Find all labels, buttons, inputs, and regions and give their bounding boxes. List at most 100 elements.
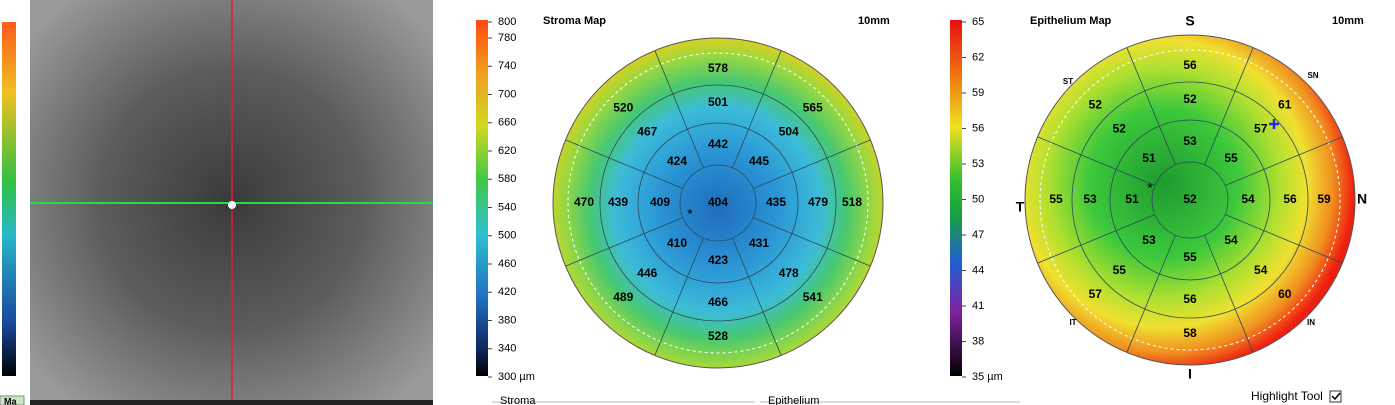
orientation-label: SN [1307, 71, 1318, 80]
orientation-label: IN [1307, 318, 1315, 327]
zone-value: 467 [637, 124, 657, 138]
zone-value: 56 [1283, 192, 1297, 206]
zone-value: 435 [766, 195, 786, 209]
zone-value: 60 [1278, 287, 1292, 301]
zone-value: 52 [1089, 97, 1103, 111]
zone-ring [679, 164, 757, 242]
scale-label: 300 µm [498, 371, 535, 383]
zone-value: 466 [708, 295, 728, 309]
zone-value: 528 [708, 329, 728, 343]
zone-spoke [654, 237, 704, 356]
check-mark [1331, 392, 1341, 401]
zone-value: 442 [708, 137, 728, 151]
zone-spoke [732, 50, 782, 169]
zone-value: 520 [613, 100, 633, 114]
zone-value: 51 [1125, 192, 1139, 206]
zone-spoke [1224, 214, 1343, 264]
zone-value: 55 [1113, 263, 1127, 277]
orientation-label: S [1185, 13, 1194, 29]
zone-value: 423 [708, 253, 728, 267]
scale-label: 56 [972, 122, 984, 134]
zone-spoke [1037, 136, 1156, 186]
zone-value: 578 [708, 61, 728, 75]
scale-label: 540 [498, 201, 516, 213]
zone-value: 479 [808, 195, 828, 209]
scale-label: 740 [498, 60, 516, 72]
zone-value: 478 [779, 266, 799, 280]
orientation-label: I [1188, 366, 1192, 382]
zone-value: 55 [1183, 250, 1197, 264]
zone-spoke [752, 139, 871, 189]
zone-spoke [1126, 47, 1176, 166]
stroma-diameter: 10mm [858, 15, 890, 27]
highlight-tool-checkbox[interactable] [1329, 390, 1342, 403]
scale-label: 380 [498, 314, 516, 326]
zone-value: 404 [708, 195, 728, 209]
zone-value: 53 [1183, 134, 1197, 148]
epithelium-color-bar [950, 20, 962, 376]
scale-label: 41 [972, 300, 984, 312]
zone-ring [1071, 81, 1309, 319]
highlight-tool-label: Highlight Tool [1251, 389, 1323, 403]
zone-value: 56 [1183, 58, 1197, 72]
group-label: Epithelium [768, 395, 819, 405]
scale-label: 35 µm [972, 371, 1003, 383]
zone-spoke [1224, 136, 1343, 186]
zone-ring [1109, 119, 1271, 281]
zone-value: 565 [803, 100, 823, 114]
zone-spoke [654, 50, 704, 169]
map-disc [552, 37, 884, 369]
scale-label: 44 [972, 264, 984, 276]
zone-value: 57 [1089, 287, 1103, 301]
scale-label: 47 [972, 229, 984, 241]
group-label: Stroma [500, 395, 536, 405]
map-disc [1024, 34, 1356, 366]
zone-value: 53 [1142, 233, 1156, 247]
epithelium-diameter: 10mm [1332, 15, 1364, 27]
stroma-map-title: Stroma Map [543, 15, 606, 27]
zone-value: 57 [1254, 121, 1268, 135]
zone-value: 501 [708, 95, 728, 109]
zone-spoke [1037, 214, 1156, 264]
zone-value: 410 [667, 236, 687, 250]
zone-value: 52 [1183, 192, 1197, 206]
scale-label: 460 [498, 258, 516, 270]
zone-value: 445 [749, 154, 769, 168]
center-marker: * [1147, 180, 1153, 196]
zone-value: 52 [1183, 92, 1197, 106]
map-button-label[interactable]: Ma [4, 396, 17, 405]
scale-label: 38 [972, 335, 984, 347]
zone-spoke [565, 139, 684, 189]
map-button[interactable] [0, 395, 25, 405]
zone-spoke [1204, 47, 1254, 166]
zone-spoke [1204, 234, 1254, 353]
orientation-label: N [1357, 191, 1367, 207]
scale-label: 780 [498, 32, 516, 44]
zone-ring [637, 122, 799, 284]
zone-value: 518 [842, 195, 862, 209]
zone-value: 431 [749, 236, 769, 250]
zone-value: 51 [1142, 151, 1156, 165]
zone-value: 55 [1224, 151, 1238, 165]
max-marker [1269, 119, 1279, 129]
zone-ring [599, 84, 837, 322]
dashed-ring [1039, 49, 1341, 351]
zone-value: 52 [1113, 121, 1127, 135]
zone-value: 61 [1278, 97, 1292, 111]
zone-value: 504 [779, 124, 799, 138]
scroll-bar [30, 400, 433, 405]
zone-spoke [752, 217, 871, 267]
zone-value: 55 [1049, 192, 1063, 206]
scale-label: 580 [498, 173, 516, 185]
orientation-label: ST [1063, 77, 1073, 86]
color-bar [2, 22, 16, 376]
zone-spoke [732, 237, 782, 356]
zone-spoke [565, 217, 684, 267]
scale-label: 420 [498, 286, 516, 298]
scale-label: 620 [498, 145, 516, 157]
stroma-color-bar [476, 20, 488, 376]
orientation-label: T [1016, 199, 1025, 215]
zone-value: 59 [1317, 192, 1331, 206]
orientation-label: IT [1069, 318, 1076, 327]
